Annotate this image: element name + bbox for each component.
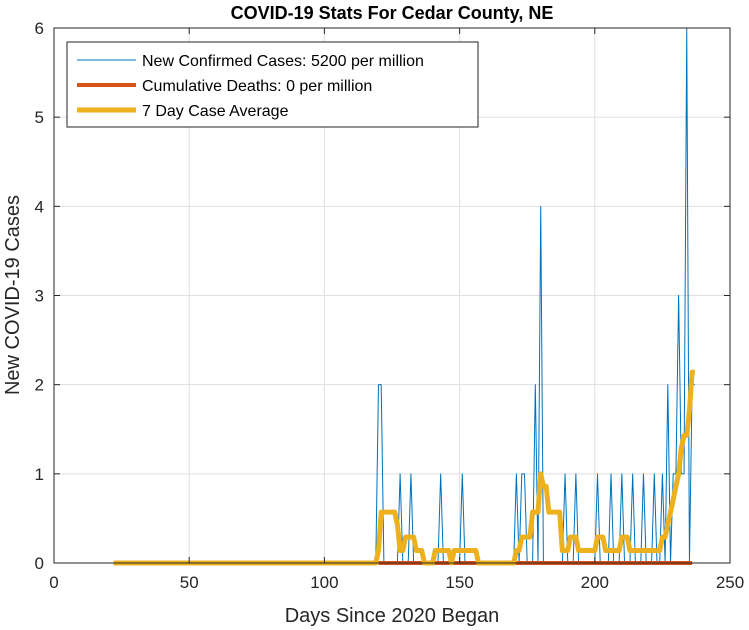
- x-tick-label: 0: [49, 573, 58, 592]
- y-tick-label: 3: [35, 287, 44, 306]
- y-tick-label: 5: [35, 108, 44, 127]
- y-axis-label: New COVID-19 Cases: [2, 195, 24, 395]
- x-tick-label: 250: [716, 573, 744, 592]
- y-tick-label: 0: [35, 554, 44, 573]
- x-axis-label: Days Since 2020 Began: [285, 605, 500, 627]
- legend-label-average: 7 Day Case Average: [142, 103, 289, 120]
- x-tick-label: 150: [445, 573, 473, 592]
- x-tick-label: 100: [310, 573, 338, 592]
- y-tick-label: 1: [35, 465, 44, 484]
- legend-label-new-cases: New Confirmed Cases: 5200 per million: [142, 53, 424, 70]
- y-tick-label: 4: [35, 197, 44, 216]
- legend: New Confirmed Cases: 5200 per million Cu…: [66, 41, 479, 128]
- x-tick-label: 50: [180, 573, 199, 592]
- chart-title: COVID-19 Stats For Cedar County, NE: [231, 3, 554, 23]
- y-tick-label: 6: [35, 19, 44, 38]
- y-tick-label: 2: [35, 376, 44, 395]
- legend-label-deaths: Cumulative Deaths: 0 per million: [142, 78, 372, 95]
- series-average-line: [113, 369, 695, 566]
- x-tick-label: 200: [581, 573, 609, 592]
- ticks: 0 50 100 150 200 250 0 1 2 3 4 5 6: [35, 19, 745, 592]
